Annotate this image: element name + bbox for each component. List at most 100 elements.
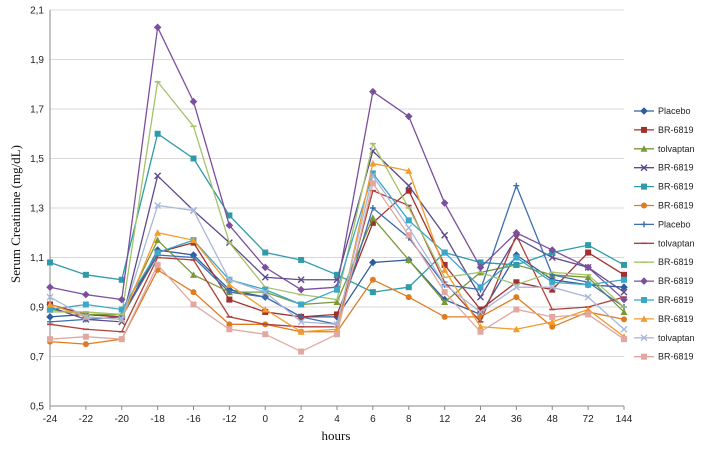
series-10 bbox=[47, 170, 627, 313]
data-point bbox=[190, 289, 197, 296]
data-point bbox=[477, 308, 484, 316]
series-line bbox=[49, 174, 625, 330]
data-point bbox=[477, 259, 484, 266]
axis-layer: 0,5 0,7 0,9 1,1 1,3 1,5 1,7 1,9 2,1 -24 -22 -20 -18 -… bbox=[30, 6, 633, 426]
legend-label: BR-6819 bbox=[658, 352, 694, 362]
data-point bbox=[512, 325, 520, 333]
legend-item: BR-6819 bbox=[634, 163, 694, 173]
series-13 bbox=[47, 180, 627, 355]
data-point bbox=[369, 87, 377, 96]
y-tick-label: 1,7 bbox=[30, 105, 44, 116]
data-point bbox=[298, 256, 305, 263]
data-point bbox=[620, 308, 628, 315]
legend-label: BR-6819 bbox=[658, 276, 694, 286]
data-point bbox=[154, 261, 161, 268]
data-point bbox=[262, 286, 269, 293]
y-tick-label: 0,9 bbox=[30, 303, 44, 314]
series-line bbox=[49, 25, 625, 301]
data-point bbox=[584, 273, 592, 281]
data-point bbox=[620, 283, 628, 291]
data-point bbox=[190, 155, 197, 162]
data-point bbox=[440, 199, 449, 207]
x-tick-label: -24 bbox=[43, 414, 58, 425]
data-point bbox=[46, 313, 54, 321]
data-point bbox=[585, 242, 592, 249]
data-point bbox=[369, 172, 377, 180]
data-point bbox=[297, 285, 305, 294]
data-point bbox=[441, 313, 448, 320]
data-point bbox=[154, 130, 161, 137]
y-tick-label: 1,1 bbox=[30, 253, 44, 264]
data-point bbox=[405, 256, 413, 263]
x-tick-label: -22 bbox=[79, 414, 94, 425]
data-point bbox=[153, 23, 162, 32]
data-point bbox=[369, 214, 377, 221]
legend-marker bbox=[641, 353, 647, 360]
data-point bbox=[226, 212, 233, 219]
data-point bbox=[261, 273, 269, 281]
legend-item: BR-6819 bbox=[634, 182, 694, 192]
data-point bbox=[405, 167, 413, 174]
x-tick-label: -16 bbox=[186, 414, 201, 425]
data-point bbox=[262, 331, 269, 338]
legend-marker bbox=[640, 334, 648, 342]
data-point bbox=[82, 271, 89, 278]
legend-marker bbox=[640, 164, 648, 172]
data-point bbox=[441, 261, 448, 268]
data-point bbox=[190, 301, 197, 308]
y-tick-label: 2,1 bbox=[30, 6, 44, 17]
data-point bbox=[512, 228, 521, 237]
data-point bbox=[405, 224, 413, 232]
data-point bbox=[118, 306, 125, 313]
data-point bbox=[585, 249, 592, 256]
data-point bbox=[621, 336, 627, 343]
data-point bbox=[226, 296, 233, 303]
data-point bbox=[225, 276, 233, 284]
x-tick-label: 0 bbox=[262, 414, 268, 425]
data-point bbox=[369, 180, 376, 187]
data-point bbox=[46, 293, 54, 301]
data-point bbox=[620, 288, 628, 296]
data-point bbox=[549, 286, 556, 293]
data-point bbox=[548, 318, 556, 325]
data-point bbox=[405, 187, 412, 194]
data-point bbox=[154, 202, 162, 210]
data-point bbox=[477, 306, 484, 313]
data-point bbox=[584, 293, 592, 301]
data-point bbox=[47, 336, 53, 343]
data-point bbox=[261, 288, 269, 296]
data-point bbox=[513, 306, 520, 313]
data-point bbox=[154, 249, 161, 256]
data-point bbox=[513, 261, 520, 268]
data-point bbox=[621, 261, 627, 268]
data-point bbox=[369, 170, 376, 177]
x-tick-label: -12 bbox=[222, 414, 237, 425]
legend-item: Placebo bbox=[634, 106, 691, 116]
data-point bbox=[334, 271, 340, 278]
x-tick-label: 144 bbox=[616, 414, 633, 425]
legend-marker bbox=[640, 145, 648, 152]
data-point bbox=[441, 266, 449, 273]
legend-marker bbox=[641, 297, 647, 303]
series-line bbox=[49, 149, 625, 323]
x-tick-label: 2 bbox=[298, 414, 304, 425]
x-tick-label: 12 bbox=[439, 414, 451, 425]
legend-item: Placebo bbox=[634, 219, 691, 229]
legend: Placebo BR-6819 tolvaptan BR-6819 BR-6819 BR-… bbox=[634, 106, 695, 362]
data-point bbox=[190, 271, 197, 278]
legend-marker bbox=[641, 183, 647, 190]
legend-marker bbox=[641, 202, 647, 209]
data-point bbox=[333, 325, 341, 333]
data-point bbox=[621, 276, 627, 283]
data-point bbox=[369, 219, 376, 226]
legend-label: BR-6819 bbox=[658, 125, 694, 135]
data-point bbox=[476, 263, 485, 272]
legend-item: tolvaptan bbox=[634, 144, 695, 154]
data-point bbox=[225, 221, 234, 230]
x-tick-label: 36 bbox=[511, 414, 523, 425]
data-point bbox=[369, 258, 377, 267]
data-point bbox=[154, 229, 162, 236]
x-tick-label: -18 bbox=[150, 414, 165, 425]
x-tick-label: 6 bbox=[370, 414, 376, 425]
series-line bbox=[49, 132, 625, 293]
